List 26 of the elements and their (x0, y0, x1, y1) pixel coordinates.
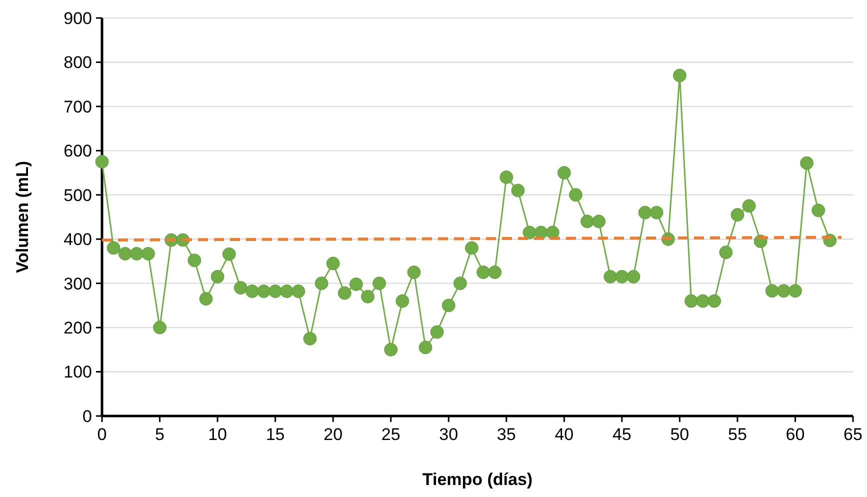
x-tick-label: 25 (381, 425, 400, 444)
x-tick-label: 0 (97, 425, 107, 444)
x-tick-label: 40 (554, 425, 574, 444)
x-tick-label: 60 (786, 425, 805, 444)
x-axis-title: Tiempo (días) (422, 470, 533, 489)
x-tick-label: 15 (266, 425, 285, 444)
y-axis-title: Volumen (mL) (13, 160, 32, 274)
y-tick-label: 800 (64, 53, 92, 72)
y-tick-label: 900 (64, 8, 92, 28)
x-tick-label: 55 (728, 425, 747, 444)
x-tick-label: 30 (439, 425, 458, 444)
x-tick-label: 50 (670, 425, 690, 444)
y-tick-label: 100 (64, 362, 92, 382)
x-tick-label: 45 (612, 425, 632, 444)
y-tick-label: 500 (64, 186, 92, 205)
x-tick-label: 5 (155, 425, 165, 444)
y-tick-label: 300 (64, 274, 92, 294)
x-tick-label: 20 (324, 425, 343, 444)
x-tick-label: 35 (496, 425, 516, 444)
y-tick-label: 200 (64, 318, 92, 338)
x-tick-label: 65 (844, 425, 862, 444)
y-tick-label: 600 (64, 142, 92, 161)
y-tick-label: 400 (64, 230, 92, 250)
y-tick-label: 0 (82, 406, 92, 426)
x-tick-label: 10 (208, 425, 227, 444)
y-tick-label: 700 (64, 97, 92, 116)
